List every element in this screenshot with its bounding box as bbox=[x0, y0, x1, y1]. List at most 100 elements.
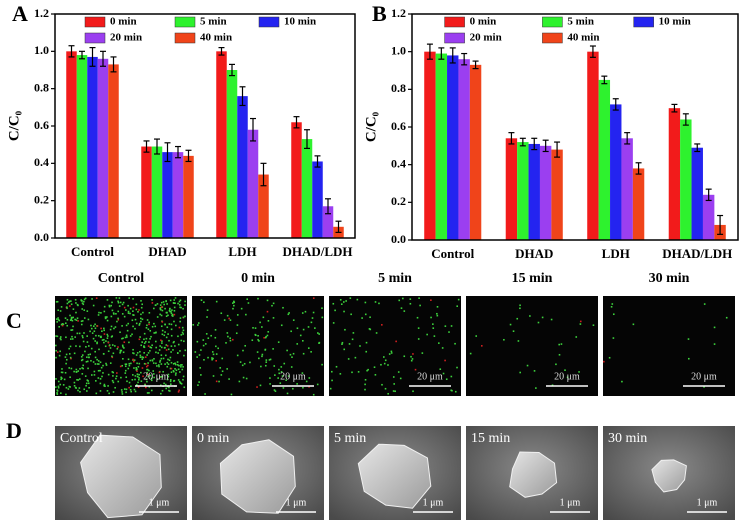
fluorescent-dot bbox=[114, 386, 116, 389]
fluorescent-dot bbox=[146, 371, 149, 374]
fluorescent-dot bbox=[174, 374, 177, 376]
fluorescent-dot bbox=[432, 327, 435, 329]
fluorescent-dot bbox=[148, 392, 150, 394]
fluorescent-dot bbox=[96, 341, 98, 344]
x-tick-label: DHAD/LDH bbox=[282, 244, 352, 259]
fluorescent-dot bbox=[161, 375, 164, 378]
fluorescent-dot bbox=[155, 331, 157, 334]
fluorescent-dot bbox=[168, 359, 171, 362]
bar bbox=[162, 152, 173, 238]
fluorescent-dot bbox=[75, 371, 78, 373]
legend-label: 20 min bbox=[110, 32, 142, 44]
fluorescent-dot bbox=[179, 320, 181, 323]
fluorescent-dot bbox=[68, 301, 70, 303]
fluorescent-dot bbox=[181, 331, 184, 334]
fluorescent-dot bbox=[70, 300, 72, 302]
fluorescent-dot bbox=[171, 314, 173, 317]
fluorescent-dot bbox=[122, 358, 124, 360]
fluorescent-dot bbox=[133, 360, 135, 363]
fluorescent-dot bbox=[55, 344, 57, 347]
fluorescent-dot bbox=[123, 306, 126, 309]
fluorescent-dot bbox=[283, 362, 286, 365]
fluorescent-dot bbox=[140, 313, 142, 316]
fluorescent-dot bbox=[128, 341, 130, 344]
bar bbox=[680, 119, 692, 240]
panel-label: B bbox=[372, 1, 387, 26]
fluorescent-dot bbox=[352, 332, 355, 334]
fluorescent-dot bbox=[111, 379, 114, 382]
fluorescent-dot bbox=[141, 341, 143, 343]
fluorescent-dot bbox=[203, 358, 205, 361]
fluorescent-dot bbox=[165, 354, 167, 357]
fluorescent-dot bbox=[127, 312, 130, 314]
fluorescent-dot bbox=[103, 305, 106, 308]
fluorescent-dot bbox=[612, 313, 615, 316]
particle bbox=[357, 443, 432, 509]
fluorescent-dot bbox=[144, 356, 147, 358]
fluorescent-dot bbox=[125, 376, 128, 379]
fluorescent-dot bbox=[160, 314, 163, 317]
fluorescent-dot bbox=[125, 324, 128, 327]
fluorescent-dot bbox=[169, 310, 171, 313]
fluorescent-dot bbox=[106, 390, 109, 392]
fluorescent-dot bbox=[229, 337, 232, 339]
fluorescent-dot bbox=[117, 380, 120, 383]
fluorescent-dot bbox=[159, 361, 161, 363]
fluorescent-dot bbox=[560, 343, 563, 345]
fluorescent-dot bbox=[90, 324, 92, 327]
fluorescent-dot bbox=[242, 349, 244, 352]
bar bbox=[247, 129, 259, 238]
fluorescent-dot bbox=[147, 328, 150, 331]
fluorescent-dot bbox=[380, 363, 382, 366]
fluorescent-dot bbox=[154, 325, 157, 328]
fluorescent-dot bbox=[526, 364, 529, 367]
fluorescent-dot bbox=[75, 368, 78, 371]
fluorescent-dot bbox=[392, 376, 395, 378]
fluorescent-dot bbox=[301, 312, 304, 314]
fluorescent-dot bbox=[223, 319, 226, 321]
fluorescent-dot bbox=[103, 341, 105, 344]
fluorescent-dot bbox=[247, 302, 250, 304]
fluorescent-dot bbox=[204, 343, 207, 345]
fluorescent-dot bbox=[384, 387, 387, 390]
fluorescent-dot bbox=[144, 383, 146, 386]
fluorescent-dot bbox=[76, 378, 78, 381]
fluorescent-dot bbox=[74, 336, 76, 338]
fluorescent-dot bbox=[61, 323, 64, 325]
fluorescent-dot bbox=[138, 378, 140, 381]
fluorescent-dot bbox=[97, 314, 100, 316]
fluorescent-dot bbox=[436, 306, 439, 308]
fluorescent-dot bbox=[158, 349, 161, 351]
fluorescent-dot bbox=[411, 358, 414, 360]
fluorescent-dot bbox=[117, 301, 120, 304]
fluorescent-dot bbox=[103, 329, 105, 332]
fluorescent-dot bbox=[83, 300, 85, 303]
fluorescent-dot bbox=[312, 393, 315, 396]
fluorescent-dot bbox=[368, 328, 371, 330]
fluorescent-dot bbox=[79, 390, 81, 393]
fluorescent-dot bbox=[416, 316, 419, 319]
fluorescent-dot bbox=[161, 340, 163, 342]
fluorescent-dot bbox=[160, 306, 163, 308]
fluorescent-dot bbox=[384, 359, 387, 362]
fluorescent-dot bbox=[104, 385, 106, 387]
fluorescent-dot bbox=[119, 331, 121, 334]
fluorescent-dot bbox=[165, 311, 168, 314]
fluorescent-dot bbox=[310, 321, 313, 324]
fluorescent-dot bbox=[177, 335, 179, 338]
fluorescent-dot bbox=[169, 299, 172, 302]
fluorescent-dot bbox=[81, 302, 84, 304]
fluorescent-dot bbox=[108, 304, 111, 307]
fluorescent-dot bbox=[138, 322, 141, 325]
fluorescent-dot bbox=[441, 347, 444, 349]
fluorescent-dot bbox=[170, 310, 172, 313]
fluorescent-dot bbox=[364, 383, 366, 386]
fluorescent-dot bbox=[206, 316, 208, 318]
legend-label: 20 min bbox=[470, 32, 502, 44]
fluorescent-dot bbox=[367, 368, 369, 371]
fluorescent-dot bbox=[117, 318, 120, 321]
fluorescent-dot bbox=[84, 375, 87, 377]
y-tick-label: 0.6 bbox=[391, 119, 406, 133]
fluorescent-dot bbox=[124, 365, 127, 368]
bar bbox=[691, 147, 703, 240]
